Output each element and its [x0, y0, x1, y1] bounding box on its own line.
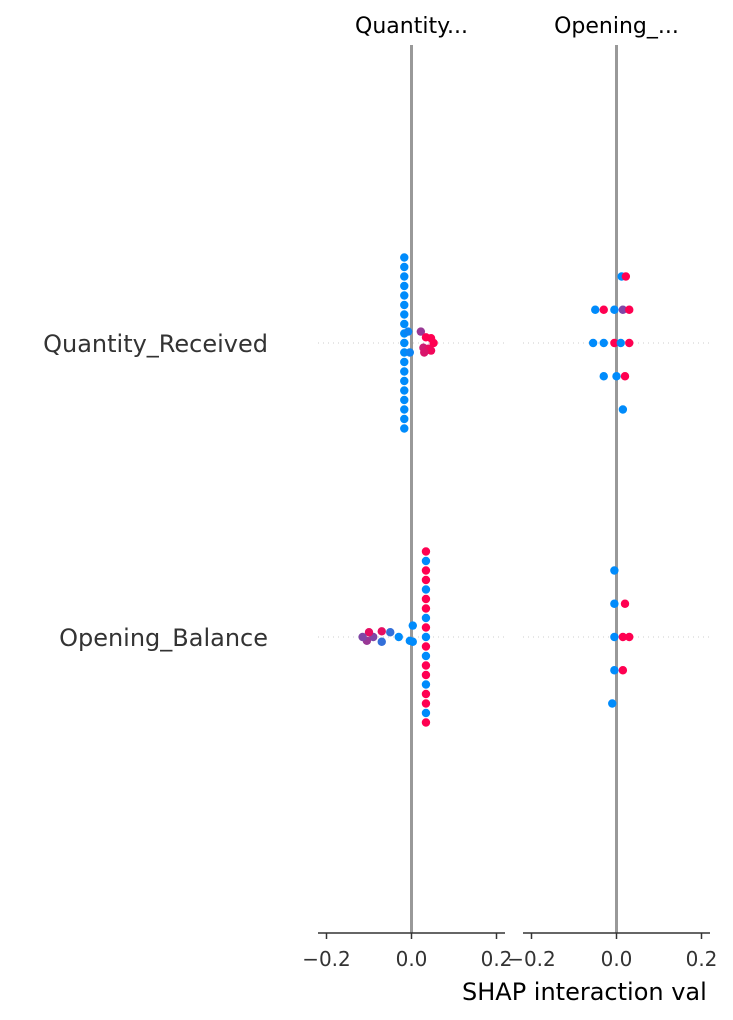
x-tick-label: −0.2: [507, 947, 556, 971]
shap-dot: [400, 253, 409, 262]
shap-dot: [421, 604, 431, 613]
panel-title: Opening_...: [554, 14, 679, 39]
shap-dot: [610, 666, 619, 675]
shap-dot: [405, 636, 414, 645]
shap-dot: [421, 670, 431, 680]
row-label-opening-balance: Opening_Balance: [59, 624, 268, 652]
shap-dot: [400, 386, 409, 395]
shap-dot: [400, 300, 409, 310]
x-axis-label: SHAP interaction val: [462, 978, 707, 1006]
shap-dot: [377, 627, 386, 636]
shap-dot: [620, 372, 630, 381]
x-tick-label: 0.0: [601, 947, 633, 971]
panel-2: Opening_... −0.2 0.0 0.2: [507, 14, 717, 971]
shap-dot: [421, 661, 431, 670]
shap-dot: [421, 708, 431, 718]
shap-dot: [620, 599, 630, 608]
shap-dot: [610, 632, 619, 642]
shap-dot: [394, 632, 403, 642]
shap-dot: [400, 272, 409, 281]
shap-dot: [421, 547, 431, 556]
shap-dot: [421, 566, 431, 575]
shap-dot: [421, 585, 431, 594]
shap-dot: [618, 305, 628, 314]
shap-dot: [612, 372, 621, 381]
shap-dot: [599, 372, 608, 381]
shap-dot: [403, 327, 413, 336]
shap-dot: [421, 623, 431, 632]
x-tick-label: 0.2: [481, 947, 513, 971]
shap-dot: [591, 305, 600, 314]
shap-dot: [421, 651, 431, 661]
shap-dot: [400, 262, 409, 272]
row-label-quantity-received: Quantity_Received: [43, 330, 268, 358]
shap-dot: [377, 637, 386, 646]
panel-1: Quantity... −0.2 0.0 0.2: [302, 14, 512, 971]
x-tick-label: 0.0: [396, 947, 428, 971]
shap-dot: [416, 327, 426, 336]
shap-dot: [358, 632, 367, 642]
shap-dot: [421, 689, 431, 699]
shap-dot: [599, 305, 608, 314]
shap-dot: [405, 348, 414, 357]
shap-dot: [421, 699, 431, 708]
shap-dot: [420, 348, 429, 357]
shap-dot: [429, 338, 438, 348]
shap-dot: [386, 628, 395, 637]
shap-dot: [618, 632, 628, 642]
shap-dot: [400, 424, 409, 433]
shap-dot: [608, 699, 617, 708]
shap-dot: [421, 718, 431, 727]
shap-dot: [421, 680, 431, 689]
shap-dot: [610, 599, 619, 608]
shap-dot: [400, 376, 409, 386]
shap-dot: [625, 305, 634, 314]
shap-dot: [408, 621, 417, 630]
shap-dot: [421, 632, 431, 642]
shap-dot: [421, 575, 431, 585]
shap-dot: [400, 319, 409, 329]
shap-dot: [400, 414, 409, 424]
panels: Quantity... −0.2 0.0 0.2 Opening_... −0.2 0.0 0…: [302, 14, 717, 971]
shap-dot: [618, 666, 628, 675]
shap-dot: [421, 594, 431, 604]
shap-dot: [400, 291, 409, 300]
x-tick-label: 0.2: [686, 947, 718, 971]
shap-dot: [400, 338, 409, 348]
shap-dot: [421, 556, 431, 566]
row-labels: Quantity_Received Opening_Balance: [43, 330, 268, 652]
shap-dot: [610, 566, 619, 575]
shap-dot: [400, 367, 409, 376]
x-tick-label: −0.2: [302, 947, 351, 971]
shap-dot: [400, 405, 409, 414]
shap-dot: [421, 613, 431, 623]
shap-dot: [588, 338, 598, 348]
shap-dot: [616, 338, 625, 348]
shap-dot: [599, 338, 608, 348]
shap-dot: [625, 632, 634, 642]
shap-dot: [426, 346, 436, 355]
shap-dot: [621, 272, 631, 281]
shap-dot: [618, 405, 628, 414]
shap-dot: [421, 642, 431, 651]
shap-dot: [610, 338, 619, 348]
shap-dot: [400, 395, 409, 405]
shap-dot: [610, 305, 619, 314]
shap-dot: [400, 281, 409, 291]
shap-dot: [625, 338, 634, 348]
shap-dot: [400, 357, 409, 367]
panel-title: Quantity...: [355, 14, 468, 39]
shap-dot: [400, 310, 409, 319]
shap-dot: [364, 628, 374, 637]
